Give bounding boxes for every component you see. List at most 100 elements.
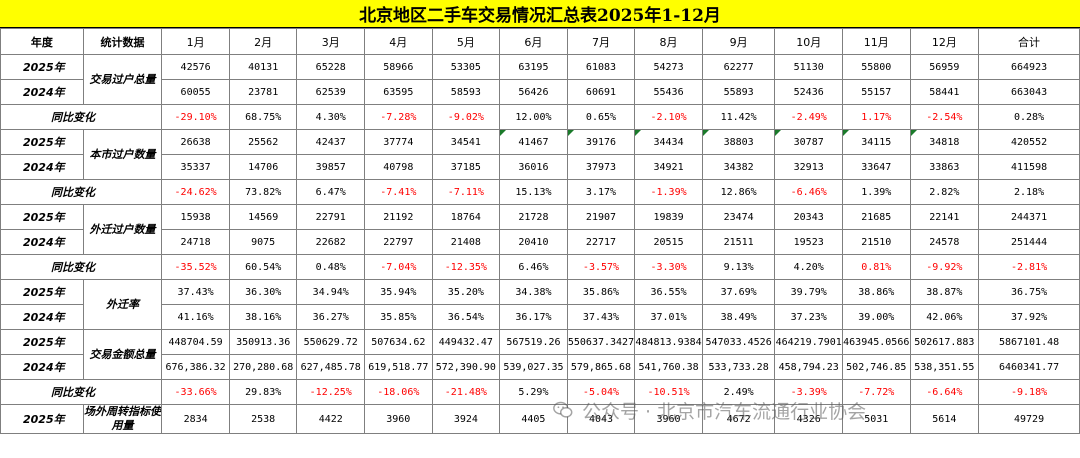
value-cell: -5.04% (566, 379, 636, 405)
value-cell: 38.87% (909, 279, 980, 305)
value-cell: 24578 (909, 229, 980, 255)
value-cell: 464219.7901 (774, 329, 843, 355)
value-cell: 36.54% (431, 304, 501, 330)
value-cell: 11.42% (701, 104, 776, 130)
value-cell: 35.85% (364, 304, 433, 330)
value-cell: 39.00% (841, 304, 911, 330)
value-cell: 25562 (228, 129, 298, 155)
table-row: 2024年 60055 23781 62539 63595 58593 56426 60691… (0, 79, 1080, 105)
value-cell: 533,733.28 (701, 354, 776, 380)
total-cell: -9.18% (978, 379, 1080, 405)
value-cell: -9.92% (909, 254, 980, 280)
value-cell: 37.01% (634, 304, 703, 330)
value-cell: 60691 (566, 79, 636, 105)
value-cell: 55436 (634, 79, 703, 105)
value-cell: 463945.0566 (841, 329, 911, 355)
value-cell: 5031 (841, 404, 911, 434)
value-cell: 3.17% (566, 179, 636, 205)
value-cell: 29.83% (228, 379, 298, 405)
total-cell: 49729 (978, 404, 1080, 434)
value-cell: 37.43% (566, 304, 636, 330)
value-cell: 35.20% (431, 279, 501, 305)
month-header: 6月 (499, 28, 568, 55)
value-cell: -33.66% (161, 379, 230, 405)
value-cell: 350913.36 (228, 329, 298, 355)
month-header: 9月 (701, 28, 776, 55)
yoy-label: 同比变化 (0, 379, 163, 405)
value-cell: 39176 (566, 129, 636, 155)
value-cell: 26638 (161, 129, 230, 155)
value-cell: 34.94% (296, 279, 366, 305)
year-cell: 2025年 (0, 279, 84, 305)
total-cell: 6460341.77 (978, 354, 1080, 380)
value-cell: -2.54% (909, 104, 980, 130)
value-cell: 19839 (634, 204, 703, 230)
value-cell: 18764 (431, 204, 501, 230)
value-cell: -18.06% (364, 379, 433, 405)
value-cell: 12.00% (499, 104, 568, 130)
value-cell: 22791 (296, 204, 366, 230)
metric-label: 本市过户数量 (82, 129, 163, 180)
table-row: 2025年 外迁率 37.43% 36.30% 34.94% 35.94% 35.20% 34… (0, 279, 1080, 330)
value-cell: 15.13% (499, 179, 568, 205)
value-cell: 37774 (364, 129, 433, 155)
value-cell: 20343 (774, 204, 843, 230)
value-cell: 62539 (296, 79, 366, 105)
month-header: 1月 (161, 28, 230, 55)
value-cell: 0.81% (841, 254, 911, 280)
table-row: 2025年 本市过户数量 26638 25562 42437 37774 34541 4146… (0, 129, 1080, 180)
value-cell: 34.38% (499, 279, 568, 305)
value-cell: 4405 (499, 404, 568, 434)
value-cell: 51130 (774, 54, 843, 80)
value-cell: 33863 (909, 154, 980, 180)
value-cell: 21408 (431, 229, 501, 255)
value-cell: 2538 (228, 404, 298, 434)
value-cell: -3.30% (634, 254, 703, 280)
total-cell: 2.18% (978, 179, 1080, 205)
stat-column-header: 统计数据 (82, 28, 163, 55)
month-header: 4月 (364, 28, 433, 55)
total-cell: 0.28% (978, 104, 1080, 130)
value-cell: 34541 (431, 129, 501, 155)
value-cell: 541,760.38 (634, 354, 703, 380)
value-cell: 22717 (566, 229, 636, 255)
yoy-row: 同比变化 -35.52% 60.54% 0.48% -7.04% -12.35% 6.46%… (0, 254, 1080, 280)
total-header: 合计 (978, 28, 1080, 55)
year-cell: 2024年 (0, 154, 84, 180)
value-cell: 2.49% (701, 379, 776, 405)
year-cell: 2024年 (0, 79, 84, 105)
value-cell: 35337 (161, 154, 230, 180)
value-cell: 37.69% (701, 279, 776, 305)
value-cell: 40131 (228, 54, 298, 80)
value-cell: 38.86% (841, 279, 911, 305)
value-cell: 6.46% (499, 254, 568, 280)
value-cell: 4.20% (774, 254, 843, 280)
value-cell: 41.16% (161, 304, 230, 330)
metric-label: 场外周转指标使用量 (82, 404, 163, 434)
value-cell: -1.39% (634, 179, 703, 205)
value-cell: 3960 (634, 404, 703, 434)
value-cell: 37973 (566, 154, 636, 180)
value-cell: 4326 (774, 404, 843, 434)
value-cell: 547033.4526 (701, 329, 776, 355)
yoy-row: 同比变化 -24.62% 73.82% 6.47% -7.41% -7.11% 15.13%… (0, 179, 1080, 205)
total-cell: 5867101.48 (978, 329, 1080, 355)
year-cell: 2025年 (0, 54, 84, 80)
total-cell: 36.75% (978, 279, 1080, 305)
value-cell: 35.86% (566, 279, 636, 305)
value-cell: 458,794.23 (774, 354, 843, 380)
value-cell: -29.10% (161, 104, 230, 130)
value-cell: -3.39% (774, 379, 843, 405)
value-cell: 34115 (841, 129, 911, 155)
value-cell: 55800 (841, 54, 911, 80)
value-cell: -9.02% (431, 104, 501, 130)
metric-label: 外迁率 (82, 279, 163, 330)
value-cell: 36016 (499, 154, 568, 180)
value-cell: -2.49% (774, 104, 843, 130)
value-cell: 15938 (161, 204, 230, 230)
value-cell: 23781 (228, 79, 298, 105)
value-cell: 38803 (701, 129, 776, 155)
value-cell: 42437 (296, 129, 366, 155)
value-cell: -6.64% (909, 379, 980, 405)
